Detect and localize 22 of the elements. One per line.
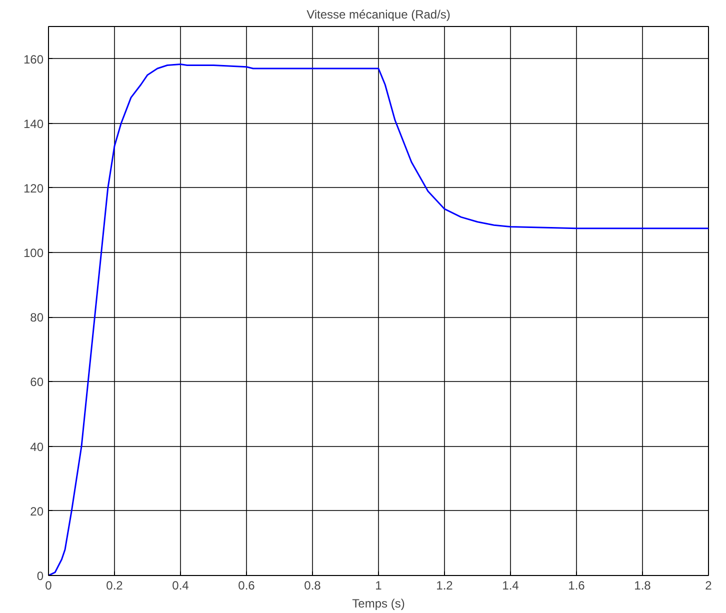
y-tick-label: 0 [36,569,44,583]
y-tick-label: 20 [30,504,44,518]
x-tick-label: 0.6 [238,578,256,592]
x-tick-label: 0.2 [106,578,124,592]
x-tick-label: 0 [45,578,52,592]
x-tick-label: 1.2 [436,578,454,592]
y-tick-label: 160 [23,52,44,66]
x-tick-label: 0.8 [304,578,322,592]
chart-title: Vitesse mécanique (Rad/s) [306,8,450,22]
x-tick-label: 1 [375,578,382,592]
y-tick-label: 100 [23,246,44,260]
y-tick-label: 120 [23,181,44,196]
y-tick-label: 140 [23,116,44,131]
x-axis-title: Temps (s) [352,596,405,610]
y-tick-label: 80 [30,310,44,325]
x-tick-label: 0.4 [172,578,190,592]
x-tick-label: 1.8 [634,578,652,592]
y-tick-label: 60 [30,375,44,390]
x-tick-label: 1.4 [502,578,520,592]
x-tick-label: 1.6 [568,578,586,592]
x-tick-label: 2 [705,578,712,592]
y-tick-label: 40 [30,440,44,454]
